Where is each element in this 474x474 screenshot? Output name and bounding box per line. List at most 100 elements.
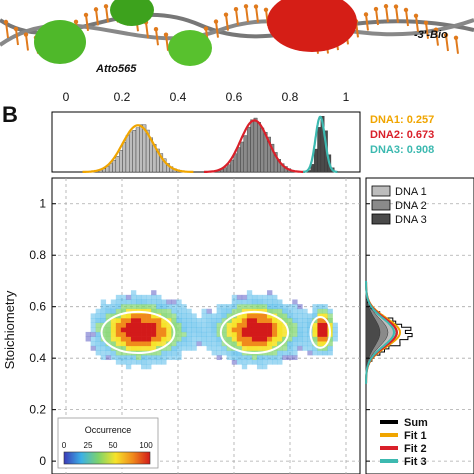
heatmap-cell xyxy=(332,336,338,342)
heatmap-cell xyxy=(277,318,283,323)
heatmap-cell xyxy=(236,336,243,342)
heatmap-cell xyxy=(120,359,127,365)
heatmap-cell xyxy=(125,341,132,347)
heatmap-cell xyxy=(226,313,233,319)
heatmap-cell xyxy=(241,308,248,314)
heatmap-cell xyxy=(256,304,263,310)
heatmap-cell xyxy=(307,350,313,356)
heatmap-cell xyxy=(161,345,167,351)
heatmap-cell xyxy=(100,313,107,319)
heatmap-cell xyxy=(201,308,207,314)
heatmap-cell xyxy=(256,322,263,328)
heatmap-cell xyxy=(272,359,278,365)
heatmap-cell xyxy=(176,304,182,310)
heatmap-cell xyxy=(241,331,248,337)
heatmap-cell xyxy=(297,331,303,337)
heatmap-cell xyxy=(317,350,323,356)
heatmap-cell xyxy=(236,345,243,351)
top-hist-bar xyxy=(226,164,231,173)
top-hist-bar xyxy=(246,126,251,173)
heatmap-cell xyxy=(322,313,328,319)
heatmap-cell xyxy=(256,318,263,323)
heatmap-cell xyxy=(216,308,222,314)
heatmap-cell xyxy=(302,345,308,351)
heatmap-cell xyxy=(130,327,137,333)
heatmap-cell xyxy=(312,350,318,356)
side-y-axis-tick-labels xyxy=(366,203,370,462)
heatmap-cell xyxy=(171,299,177,305)
heatmap-cell xyxy=(246,290,253,296)
heatmap-cell xyxy=(115,322,122,328)
heatmap-cell xyxy=(156,341,162,347)
top-hist-bar xyxy=(135,127,140,173)
heatmap-cell xyxy=(236,355,243,361)
base-pair-rung xyxy=(155,29,159,46)
heatmap-cell xyxy=(287,355,293,361)
heatmap-cell xyxy=(277,313,283,319)
heatmap-cell xyxy=(115,341,122,347)
heatmap-cell xyxy=(221,336,228,342)
heatmap-cell xyxy=(156,350,162,356)
heatmap-cell xyxy=(146,364,152,370)
base-pair-node xyxy=(243,4,249,9)
heatmap-cell xyxy=(95,345,102,351)
heatmap-cell xyxy=(322,327,328,333)
heatmap-cell xyxy=(141,359,147,365)
green-dye-blob-3 xyxy=(168,30,212,66)
heatmap-cell xyxy=(277,345,283,351)
heatmap-cell xyxy=(100,318,107,323)
heatmap-cell xyxy=(272,299,278,305)
peak-value: 0.673 xyxy=(407,129,435,141)
heatmap-cell xyxy=(105,308,112,314)
heatmap-cell xyxy=(90,331,96,337)
heatmap-cell xyxy=(115,304,122,310)
colorbar-tick-label: 50 xyxy=(109,441,118,450)
heatmap-cell xyxy=(297,308,303,314)
heatmap-cell xyxy=(236,327,243,333)
heatmap-cell xyxy=(156,355,162,361)
base-pair-node xyxy=(403,7,409,13)
heatmap-cell xyxy=(307,318,313,323)
panel-letter: B xyxy=(2,102,18,127)
heatmap-cell xyxy=(176,355,182,361)
heatmap-cell xyxy=(292,331,298,337)
heatmap-cell xyxy=(251,336,258,342)
heatmap-cell xyxy=(277,299,283,305)
heatmap-cell xyxy=(226,336,233,342)
heatmap-cell xyxy=(262,318,268,323)
heatmap-cell xyxy=(226,327,233,333)
heatmap-cell xyxy=(105,355,112,361)
peak-name: DNA2 xyxy=(370,129,400,141)
heatmap-cell xyxy=(201,327,207,333)
base-pair-rung xyxy=(145,22,149,39)
heatmap-cell xyxy=(292,355,298,361)
heatmap-cell xyxy=(136,336,142,342)
heatmap-cell xyxy=(312,336,318,342)
heatmap-cell xyxy=(262,364,268,370)
top-hist-bar xyxy=(260,127,265,173)
heatmap-cell xyxy=(221,331,228,337)
heatmap-cell xyxy=(85,336,91,342)
heatmap-cell xyxy=(186,341,192,347)
base-pair-rung xyxy=(25,34,29,51)
heatmap-cell xyxy=(125,313,132,319)
heatmap-cell xyxy=(125,304,132,310)
heatmap-cell xyxy=(100,345,107,351)
heatmap-cell xyxy=(120,327,127,333)
y-tick-label: 0 xyxy=(39,454,46,468)
heatmap-cell xyxy=(226,322,233,328)
heatmap-cell xyxy=(262,308,268,314)
heatmap-cell xyxy=(312,341,318,347)
top-histogram-frame xyxy=(51,111,361,173)
heatmap-cell xyxy=(231,341,238,347)
heatmap-cell xyxy=(297,327,303,333)
top-histogram-fits xyxy=(82,115,338,173)
heatmap-cell xyxy=(130,345,137,351)
heatmap-cell xyxy=(256,359,263,365)
heatmap-cell xyxy=(120,336,127,342)
heatmap-cell xyxy=(201,331,207,337)
peak-value: 0.257 xyxy=(407,114,435,126)
heatmap-cell xyxy=(120,341,127,347)
heatmap-cell xyxy=(136,327,142,333)
top-hist-bar xyxy=(313,148,318,173)
